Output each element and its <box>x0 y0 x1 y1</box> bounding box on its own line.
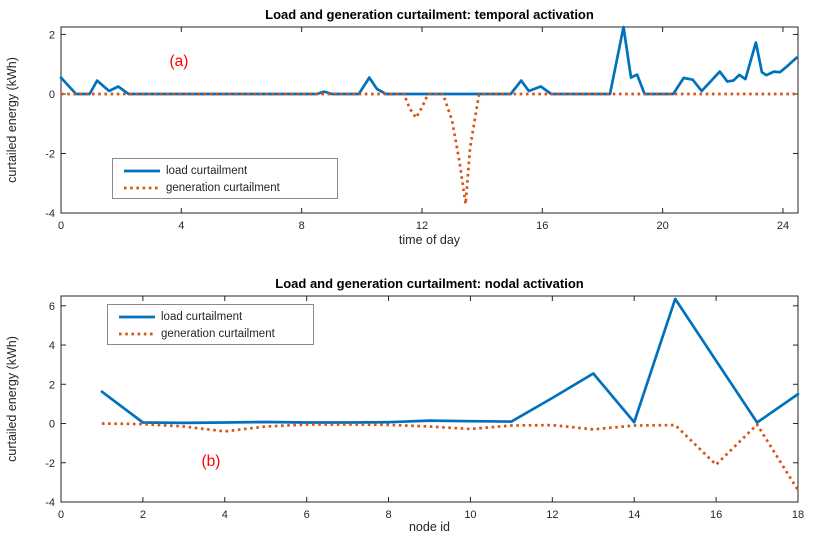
legend-item-load-a: load curtailment <box>123 163 337 180</box>
x-tick-label: 16 <box>710 509 722 521</box>
subplot-b-legend: load curtailment generation curtailment <box>107 304 314 345</box>
subplot-b-title: Load and generation curtailment: nodal a… <box>275 276 584 291</box>
x-tick-label: 16 <box>536 220 548 232</box>
legend-label-load-a: load curtailment <box>166 165 248 178</box>
subplot-a-annotation: (a) <box>169 53 189 70</box>
x-tick-label: 8 <box>299 220 305 232</box>
x-tick-label: 0 <box>58 220 64 232</box>
y-tick-label: -4 <box>45 208 55 220</box>
y-tick-label: -2 <box>45 148 55 160</box>
subplot-b-ylabel: curtailed energy (kWh) <box>5 336 19 462</box>
x-tick-label: 4 <box>222 509 228 521</box>
legend-label-load-b: load curtailment <box>161 311 243 324</box>
y-tick-label: 6 <box>49 301 55 313</box>
axes-box <box>60 295 799 503</box>
x-tick-label: 2 <box>140 509 146 521</box>
subplot-a-ylabel: curtailed energy (kWh) <box>5 57 19 183</box>
x-tick-label: 24 <box>777 220 789 232</box>
y-tick-label: -2 <box>45 458 55 470</box>
x-tick-label: 0 <box>58 509 64 521</box>
x-tick-label: 18 <box>792 509 804 521</box>
generation-curtailment-line <box>61 92 797 206</box>
generation-line-sample-icon <box>124 186 160 190</box>
generation-line-sample-icon <box>119 332 155 336</box>
y-tick-label: -4 <box>45 497 55 509</box>
x-tick-label: 4 <box>178 220 184 232</box>
load-curtailment-line <box>100 297 800 425</box>
subplot-b-xlabel: node id <box>408 520 450 534</box>
y-tick-label: 4 <box>49 340 55 352</box>
x-tick-label: 20 <box>657 220 669 232</box>
load-line-sample-icon <box>124 169 160 173</box>
subplot-b-annotation: (b) <box>201 453 221 470</box>
y-tick-label: 2 <box>49 29 55 41</box>
subplot-b-axes: 0 2 4 6 8 10 12 14 16 18 -4 -2 0 2 4 6 <box>45 295 804 521</box>
legend-item-generation-a: generation curtailment <box>123 180 337 197</box>
x-tick-label: 12 <box>546 509 558 521</box>
x-tick-label: 8 <box>385 509 391 521</box>
subplot-a-legend: load curtailment generation curtailment <box>112 158 338 199</box>
y-tick-label: 0 <box>49 89 55 101</box>
x-tick-label: 10 <box>464 509 476 521</box>
legend-item-generation-b: generation curtailment <box>118 326 313 343</box>
subplot-a-xlabel: time of day <box>398 233 461 247</box>
y-tick-label: 2 <box>49 379 55 391</box>
legend-item-load-b: load curtailment <box>118 309 313 326</box>
generation-curtailment-line <box>101 422 800 491</box>
axes-box <box>60 26 799 214</box>
x-tick-label: 12 <box>416 220 428 232</box>
x-tick-label: 14 <box>628 509 640 521</box>
legend-label-generation-a: generation curtailment <box>166 181 280 194</box>
subplot-a-axes: 0 4 8 12 16 20 24 -4 -2 0 2 <box>45 25 799 232</box>
load-line-sample-icon <box>119 315 155 319</box>
y-tick-label: 0 <box>49 419 55 431</box>
x-tick-label: 6 <box>304 509 310 521</box>
subplot-a-title: Load and generation curtailment: tempora… <box>265 7 594 22</box>
legend-label-generation-b: generation curtailment <box>161 327 275 340</box>
